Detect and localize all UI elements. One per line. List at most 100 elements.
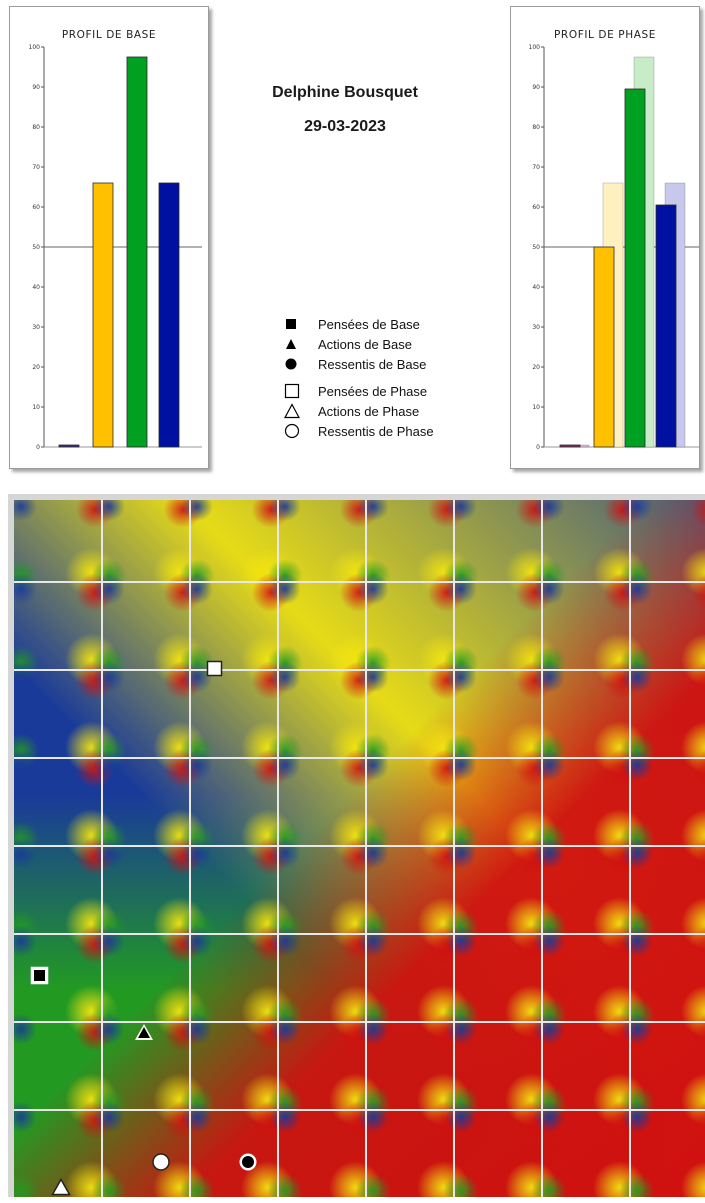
cell-blue-spot [621,925,653,957]
cell-green-spot [14,1173,39,1197]
cell-blue-spot [357,837,389,869]
y-tick-label: 60 [532,204,540,211]
bar [624,88,646,448]
cell-blue-spot [181,1013,213,1045]
cell-blue-spot [269,925,301,957]
filled-triangle-icon [284,336,306,352]
cell-blue-spot [533,573,565,605]
y-tick-label: 50 [32,244,40,251]
y-tick-label: 10 [532,404,540,411]
cell-red-spot [691,662,705,699]
cell-blue-spot [445,573,477,605]
cell-blue-spot [14,500,37,522]
cell-blue-spot [445,925,477,957]
cell-blue-spot [533,661,565,693]
cell-blue-spot [93,1101,125,1133]
cell-blue-spot [621,749,653,781]
cell-red-spot [691,926,705,963]
cell-green-spot [355,1173,391,1197]
cell-green-spot [267,1173,303,1197]
color-matrix [8,494,705,1197]
phase-profile-svg: 0 10 20 30 40 50 60 70 80 90 100 [529,44,699,451]
color-matrix-svg [14,500,705,1197]
cell-blue-spot [181,1101,213,1133]
open-triangle-icon [284,403,306,419]
cell-blue-spot [93,661,125,693]
cell-blue-spot [621,573,653,605]
marker-legend: Pensées de Base Actions de Base Ressenti… [284,314,434,441]
legend-item: Actions de Phase [284,401,434,421]
open-square-icon [284,383,306,399]
y-tick-label: 90 [532,84,540,91]
cell-blue-spot [533,1013,565,1045]
cell-red-spot [691,1014,705,1051]
y-tick-label: 100 [29,44,41,51]
bar [58,444,80,448]
bar [593,246,615,448]
cell-green-spot [91,1173,127,1197]
cell-green-spot [531,1173,567,1197]
cell-red-spot [691,1102,705,1139]
cell-blue-spot [621,1101,653,1133]
cell-green-spot [443,1173,479,1197]
bar [158,182,180,448]
legend-label: Pensées de Phase [318,383,428,399]
cell-blue-spot [269,661,301,693]
y-tick-label: 70 [32,164,40,171]
cell-red-spot [691,750,705,787]
y-tick-label: 80 [32,124,40,131]
cell-blue-spot [357,1013,389,1045]
person-name: Delphine Bousquet [272,84,418,101]
cell-blue-spot [269,1013,301,1045]
cell-blue-spot [533,749,565,781]
cell-blue-spot [357,1101,389,1133]
phase-profile-chart: PROFIL DE PHASE 0 10 20 30 40 50 60 70 80 90 100 [510,6,700,469]
y-tick-label: 10 [32,404,40,411]
y-tick-label: 40 [532,284,540,291]
filled-square-icon [284,316,306,332]
base-profile-chart: PROFIL DE BASE 0 10 20 30 40 50 60 70 80 90 100 [9,6,209,469]
cell-blue-spot [621,661,653,693]
cell-blue-spot [181,573,213,605]
cell-green-spot [619,1173,655,1197]
bar [655,204,677,448]
cell-red-spot [691,838,705,875]
bar [559,444,581,448]
cell-blue-spot [93,1013,125,1045]
cell-blue-spot [269,1101,301,1133]
y-tick-label: 20 [32,364,40,371]
cell-red-spot [691,500,705,528]
legend-item: Pensées de Phase [284,381,434,401]
y-tick-label: 20 [532,364,540,371]
cell-blue-spot [269,837,301,869]
legend-label: Ressentis de Phase [318,423,434,439]
cell-blue-spot [357,925,389,957]
filled-circle-icon [284,356,306,372]
bar [92,182,114,448]
cell-blue-spot [181,837,213,869]
legend-label: Actions de Phase [318,403,420,419]
cell-blue-spot [269,573,301,605]
cell-blue-spot [93,573,125,605]
cell-blue-spot [357,661,389,693]
legend-item: Ressentis de Base [284,354,434,374]
cell-yellow-spot [681,1161,705,1197]
cell-blue-spot [93,837,125,869]
legend-label: Actions de Base [318,336,412,352]
cell-blue-spot [445,1013,477,1045]
cell-blue-spot [357,573,389,605]
y-tick-label: 40 [32,284,40,291]
cell-blue-spot [181,925,213,957]
legend-item: Pensées de Base [284,314,434,334]
y-tick-label: 0 [36,444,40,451]
assessment-date: 29-03-2023 [304,118,386,135]
cell-blue-spot [445,749,477,781]
y-tick-label: 80 [532,124,540,131]
phase-profile-title: PROFIL DE PHASE [554,29,656,41]
legend-item: Actions de Base [284,334,434,354]
cell-blue-spot [621,837,653,869]
cell-blue-spot [445,837,477,869]
cell-blue-spot [445,661,477,693]
cell-blue-spot [533,837,565,869]
cell-blue-spot [269,749,301,781]
